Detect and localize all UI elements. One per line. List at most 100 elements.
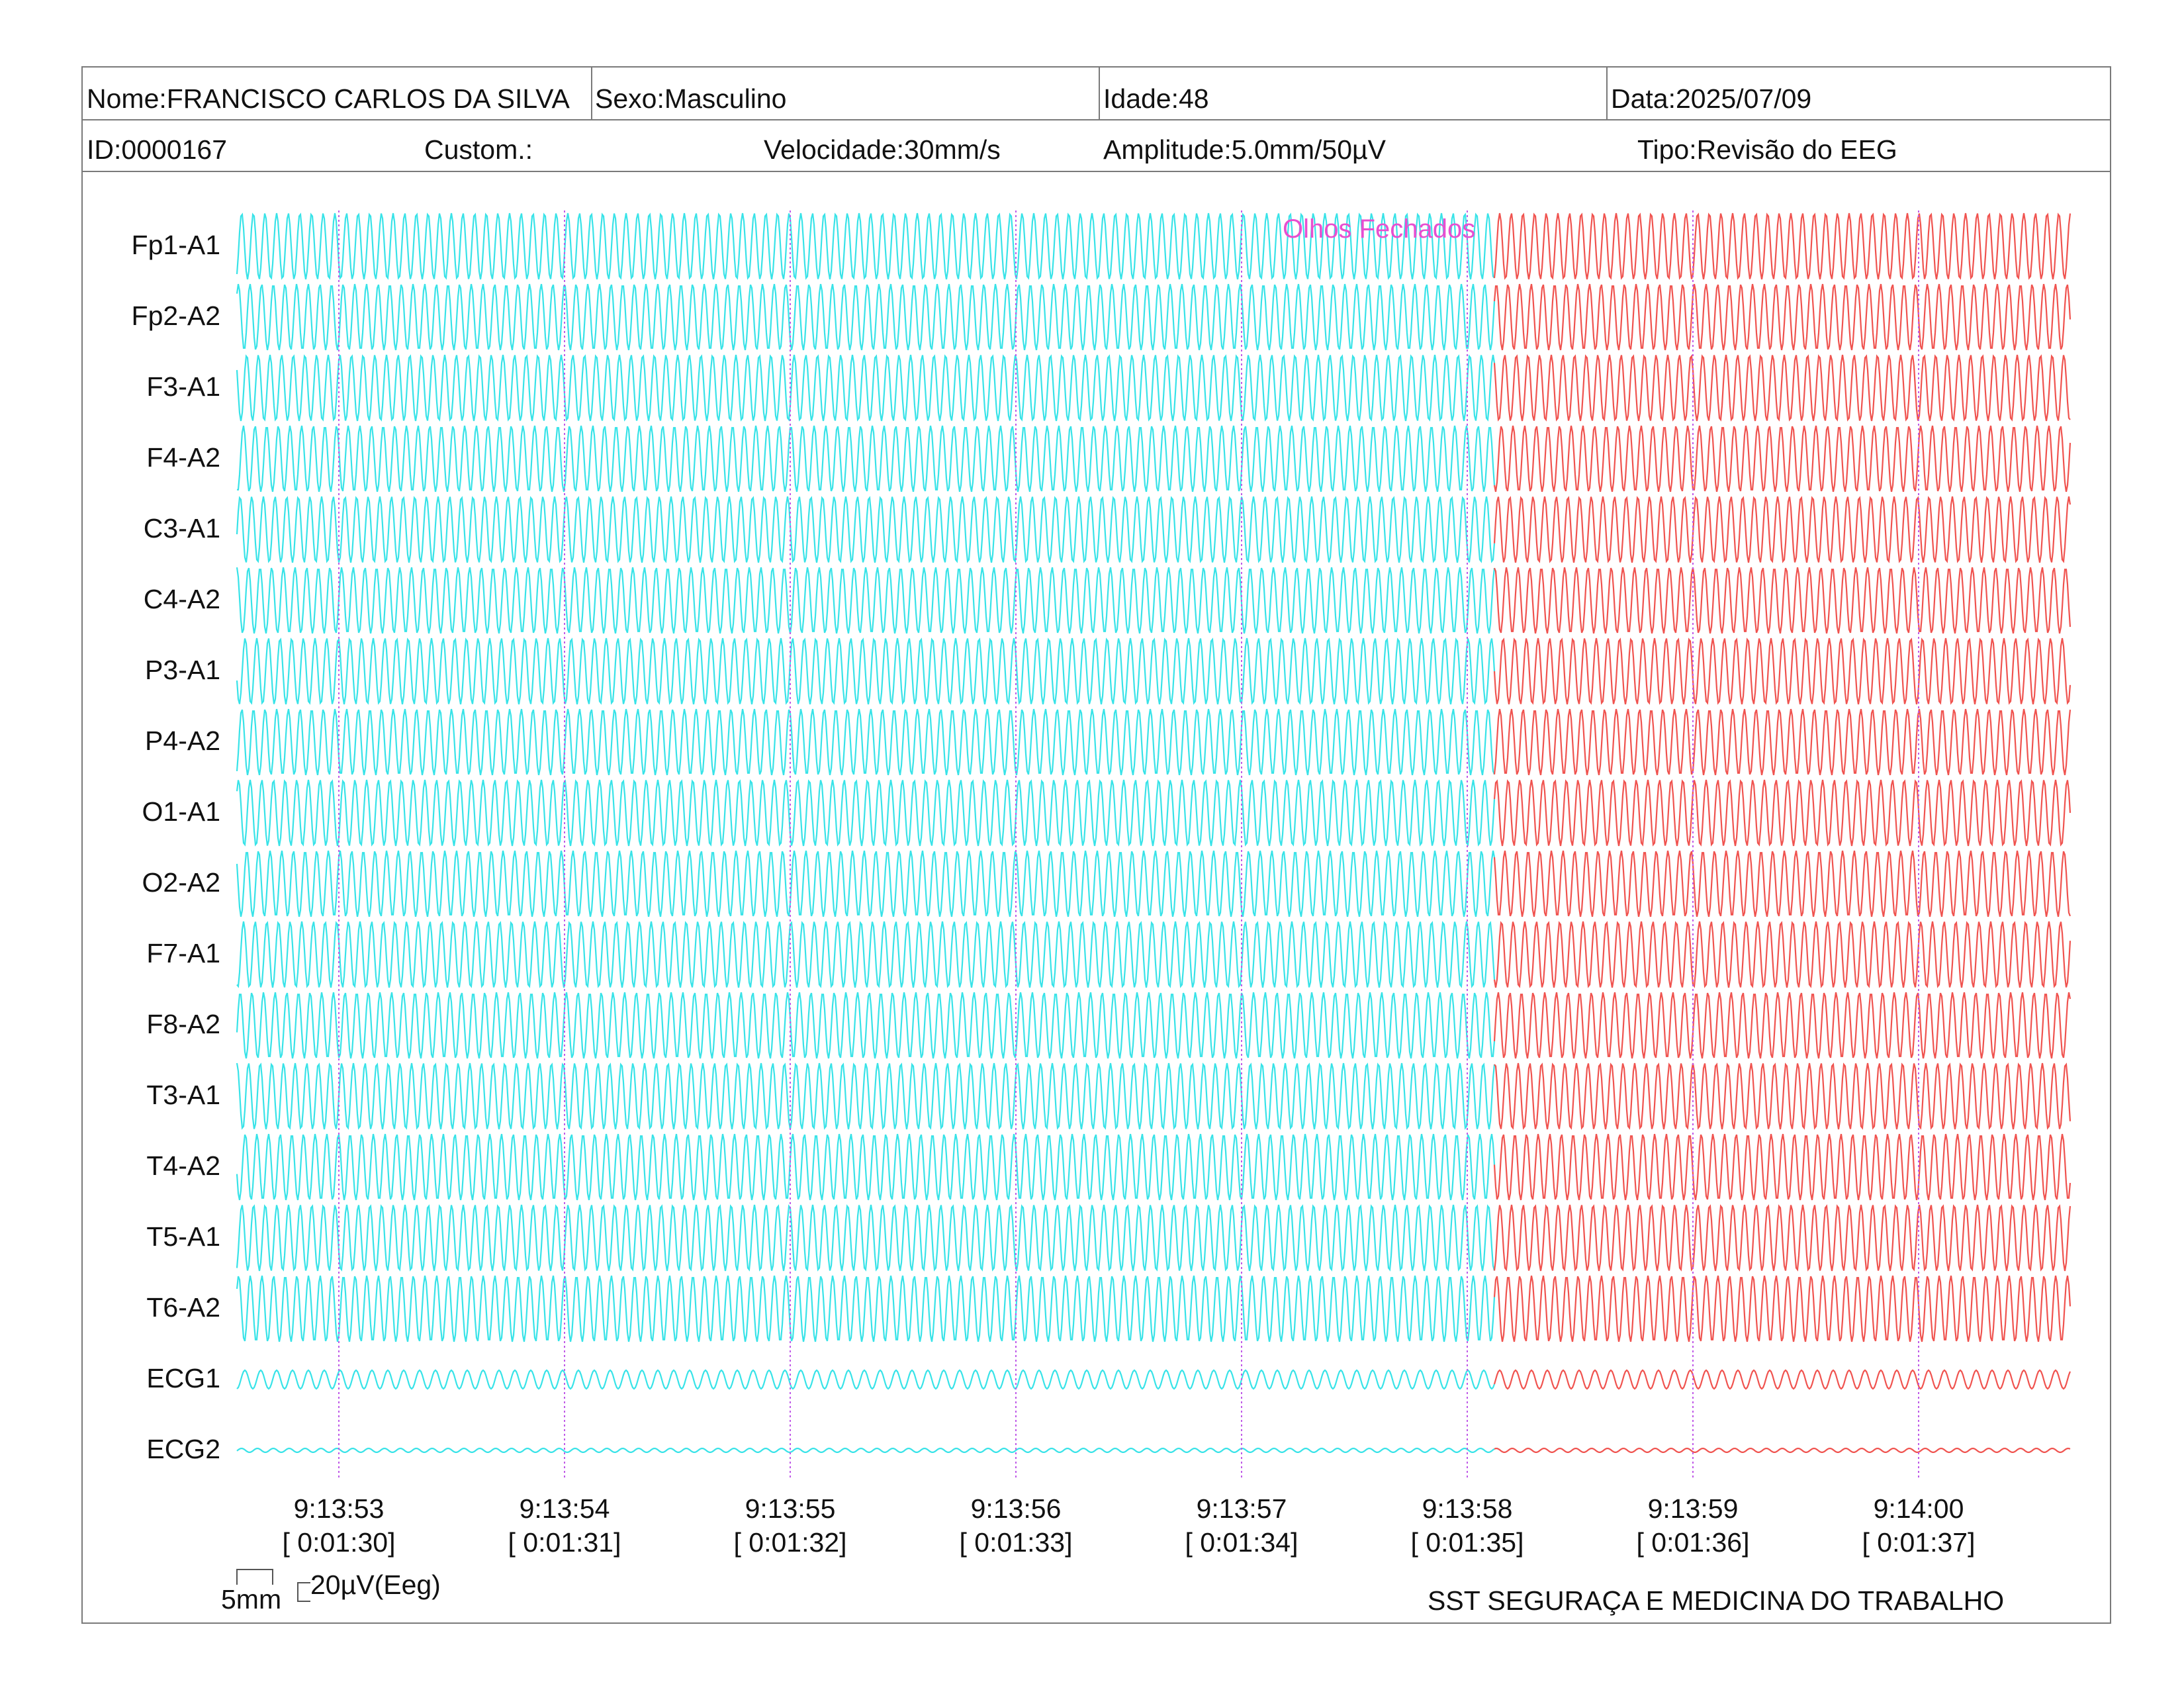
trace-t6-a2-before — [236, 1275, 1496, 1342]
custom-field: Custom.: — [424, 136, 533, 164]
channel-label: F7-A1 — [146, 938, 220, 968]
trace-c4-a2-after — [1493, 567, 2071, 634]
time-tick-elapsed: [ 0:01:34] — [1185, 1527, 1298, 1558]
trace-p3-a1-before — [236, 637, 1496, 705]
header-cell-divider — [1099, 66, 1100, 119]
header-cell-divider — [1606, 66, 1608, 119]
time-tick: 9:13:58[ 0:01:35] — [1381, 1492, 1553, 1560]
patient-name: Nome:FRANCISCO CARLOS DA SILVA — [87, 85, 570, 113]
time-tick-clock: 9:13:55 — [745, 1493, 836, 1524]
amplitude-calibration-label: 20µV(Eeg) — [310, 1570, 441, 1600]
recording-speed: Velocidade:30mm/s — [764, 136, 1001, 164]
channel-label: T6-A2 — [146, 1292, 220, 1323]
trace-ecg1-before — [236, 1369, 1496, 1390]
time-tick: 9:13:59[ 0:01:36] — [1607, 1492, 1779, 1560]
channel-label: O2-A2 — [142, 867, 221, 898]
event-annotation: Olhos Fechados — [1283, 214, 1476, 244]
trace-p4-a2-after — [1493, 708, 2071, 776]
report-frame — [81, 66, 2111, 1624]
trace-f7-a1-after — [1493, 921, 2071, 988]
trace-t4-a2-before — [236, 1133, 1496, 1201]
trace-p4-a2-before — [236, 708, 1496, 776]
time-tick-elapsed: [ 0:01:30] — [282, 1527, 396, 1558]
channel-label: F8-A2 — [146, 1009, 220, 1039]
time-tick-elapsed: [ 0:01:32] — [733, 1527, 847, 1558]
channel-label: P3-A1 — [145, 655, 220, 685]
channel-label: C3-A1 — [143, 513, 220, 543]
trace-f4-a2-after — [1493, 425, 2071, 492]
time-tick-elapsed: [ 0:01:35] — [1410, 1527, 1524, 1558]
time-tick: 9:14:00[ 0:01:37] — [1833, 1492, 2005, 1560]
channel-label: P4-A2 — [145, 726, 220, 756]
time-tick-clock: 9:14:00 — [1873, 1493, 1964, 1524]
trace-p3-a1-after — [1493, 637, 2071, 705]
trace-fp2-a2-after — [1493, 283, 2071, 351]
trace-t3-a1-before — [236, 1062, 1496, 1130]
exam-type: Tipo:Revisão do EEG — [1637, 136, 1897, 164]
time-tick-clock: 9:13:54 — [519, 1493, 610, 1524]
trace-fp2-a2-before — [236, 283, 1496, 351]
trace-f7-a1-before — [236, 921, 1496, 988]
trace-o2-a2-after — [1493, 850, 2071, 917]
trace-t3-a1-after — [1494, 1062, 2071, 1130]
time-tick-elapsed: [ 0:01:37] — [1862, 1527, 1976, 1558]
trace-c4-a2-before — [236, 567, 1496, 634]
time-tick-elapsed: [ 0:01:33] — [959, 1527, 1073, 1558]
trace-ecg2-after — [1494, 1448, 2071, 1453]
trace-o1-a1-before — [236, 779, 1496, 847]
trace-t5-a1-after — [1493, 1204, 2071, 1272]
patient-id: ID:0000167 — [87, 136, 228, 164]
time-tick: 9:13:55[ 0:01:32] — [704, 1492, 876, 1560]
channel-label: T4-A2 — [146, 1150, 220, 1181]
time-tick-clock: 9:13:53 — [293, 1493, 385, 1524]
time-calibration-label: 5mm — [221, 1584, 282, 1615]
time-tick-elapsed: [ 0:01:31] — [508, 1527, 621, 1558]
patient-sex: Sexo:Masculino — [595, 85, 787, 113]
channel-label: Fp2-A2 — [131, 301, 220, 331]
trace-f8-a2-after — [1493, 992, 2071, 1059]
trace-fp1-a1-before — [236, 212, 1495, 280]
header-divider — [81, 119, 2111, 120]
company-name: SST SEGURAÇA E MEDICINA DO TRABALHO — [1428, 1585, 2005, 1616]
channel-label: Fp1-A1 — [131, 230, 220, 260]
channel-label: F3-A1 — [146, 371, 220, 402]
time-tick: 9:13:56[ 0:01:33] — [930, 1492, 1102, 1560]
patient-age: Idade:48 — [1103, 85, 1209, 113]
trace-fp1-a1-after — [1493, 212, 2071, 280]
amplitude-calibration-bracket — [297, 1582, 310, 1602]
time-tick-clock: 9:13:58 — [1422, 1493, 1513, 1524]
channel-label: C4-A2 — [143, 584, 220, 614]
header-cell-divider — [591, 66, 592, 119]
trace-ecg1-after — [1493, 1369, 2071, 1390]
trace-t4-a2-after — [1493, 1133, 2071, 1201]
trace-c3-a1-after — [1493, 496, 2071, 563]
time-tick: 9:13:53[ 0:01:30] — [253, 1492, 425, 1560]
trace-t6-a2-after — [1493, 1275, 2071, 1342]
trace-f8-a2-before — [236, 992, 1496, 1059]
exam-date: Data:2025/07/09 — [1611, 85, 1812, 113]
time-tick-clock: 9:13:56 — [970, 1493, 1062, 1524]
trace-f4-a2-before — [237, 425, 1496, 492]
channel-label: ECG2 — [146, 1434, 220, 1464]
trace-c3-a1-before — [236, 496, 1496, 563]
trace-o2-a2-before — [236, 850, 1496, 917]
recording-amplitude: Amplitude:5.0mm/50µV — [1103, 136, 1386, 164]
time-tick-clock: 9:13:59 — [1647, 1493, 1739, 1524]
trace-o1-a1-after — [1493, 779, 2071, 847]
time-tick: 9:13:57[ 0:01:34] — [1156, 1492, 1328, 1560]
trace-f3-a1-before — [236, 354, 1496, 422]
header-bottom-border — [81, 171, 2111, 172]
time-calibration-bracket — [236, 1569, 273, 1585]
time-tick-elapsed: [ 0:01:36] — [1636, 1527, 1750, 1558]
channel-label: ECG1 — [146, 1363, 220, 1393]
channel-label: T5-A1 — [146, 1221, 220, 1252]
trace-ecg2-before — [236, 1448, 1495, 1453]
channel-label: F4-A2 — [146, 442, 220, 473]
channel-label: O1-A1 — [142, 796, 221, 827]
time-tick: 9:13:54[ 0:01:31] — [478, 1492, 651, 1560]
channel-label: T3-A1 — [146, 1080, 220, 1110]
time-tick-clock: 9:13:57 — [1196, 1493, 1287, 1524]
trace-t5-a1-before — [236, 1204, 1496, 1272]
trace-f3-a1-after — [1493, 354, 2071, 422]
